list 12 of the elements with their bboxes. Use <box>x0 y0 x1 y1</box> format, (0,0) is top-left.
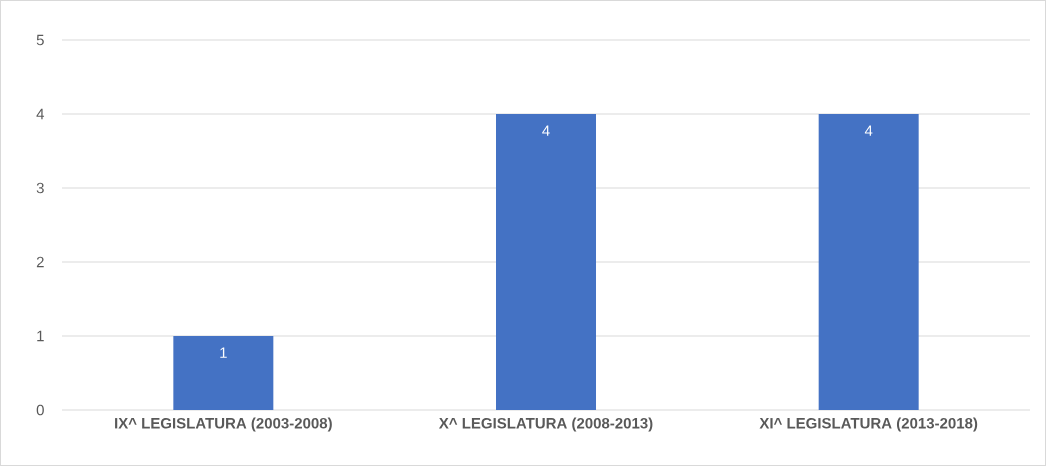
x-tick-label: IX^ LEGISLATURA (2003-2008) <box>115 417 332 432</box>
y-tick-label: 1 <box>37 330 44 342</box>
data-label: 1 <box>220 347 227 358</box>
y-tick-label: 0 <box>36 404 44 416</box>
y-tick-label: 5 <box>36 34 44 46</box>
x-tick-label: XI^ LEGISLATURA (2013-2018) <box>759 417 978 432</box>
data-label: 4 <box>542 125 550 136</box>
y-tick-label: 4 <box>36 108 45 120</box>
y-tick-label: 3 <box>36 182 44 194</box>
y-tick-label: 2 <box>36 256 44 268</box>
x-tick-label: X^ LEGISLATURA (2008-2013) <box>438 417 653 432</box>
data-label: 4 <box>864 125 873 136</box>
